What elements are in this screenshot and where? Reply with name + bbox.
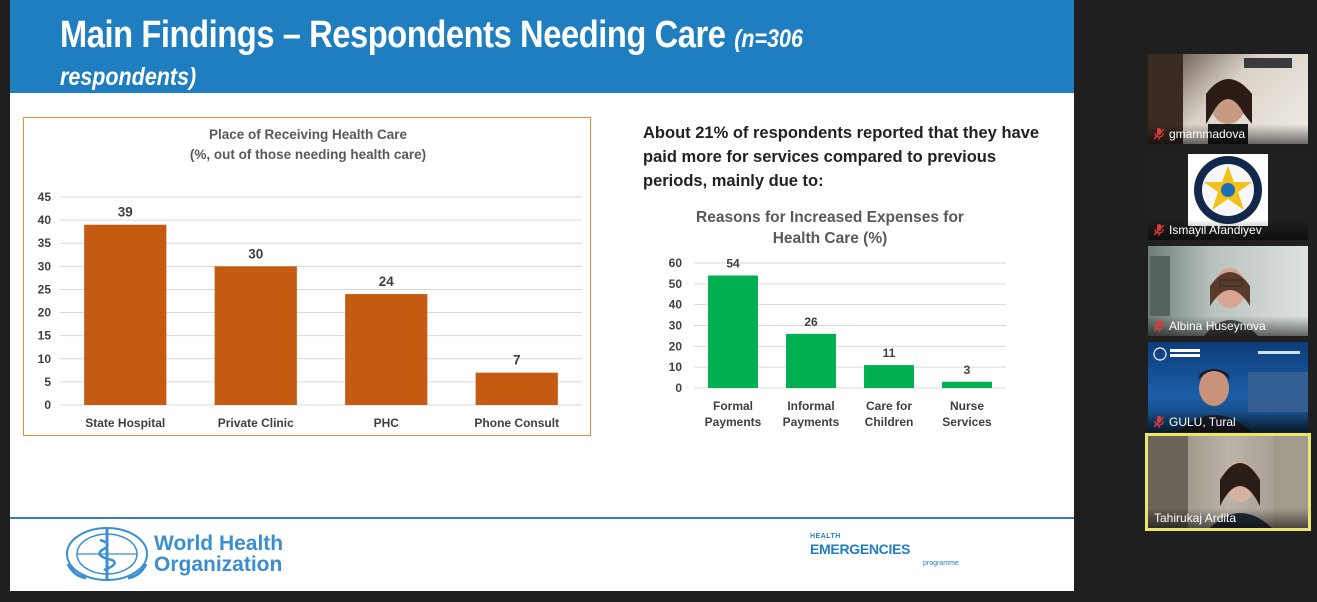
he-small-text: HEALTH	[810, 533, 841, 540]
participant-name: gmammadova	[1148, 124, 1308, 144]
slide-header: Main Findings – Respondents Needing Care…	[10, 0, 1074, 93]
participant-name: Albina Huseynova	[1148, 316, 1308, 336]
bar	[345, 294, 428, 405]
chart2-title-line2: Health Care (%)	[772, 230, 888, 247]
y-tick-label: 60	[669, 256, 683, 270]
x-tick-label: Payments	[783, 415, 840, 429]
footer-divider	[10, 517, 1074, 519]
participant-tile[interactable]: Ismayil Afandiyev	[1148, 150, 1308, 240]
bar	[214, 266, 297, 405]
y-tick-label: 40	[38, 213, 52, 227]
y-tick-label: 20	[38, 306, 52, 320]
he-programme-text: programme	[923, 560, 959, 567]
findings-note: About 21% of respondents reported that t…	[643, 124, 1040, 190]
participant-tile[interactable]: gmammadova	[1148, 54, 1308, 144]
who-emblem-icon	[66, 527, 148, 581]
chart-reasons-expenses: 0 10 20 30 40 50 60 54 Formal Payments 26 Informal P…	[669, 256, 1006, 429]
chart1-title-line1: Place of Receiving Health Care	[208, 127, 408, 142]
mic-muted-icon	[1154, 128, 1164, 140]
bar	[475, 372, 558, 405]
x-tick-label: Formal	[713, 399, 753, 413]
participant-tile[interactable]: GULU, Tural	[1148, 342, 1308, 432]
participant-tile[interactable]: Albina Huseynova	[1148, 246, 1308, 336]
x-tick-label: Care for	[866, 399, 912, 413]
data-label: 39	[118, 205, 133, 220]
y-tick-label: 0	[44, 398, 51, 412]
participant-name-text: gmammadova	[1169, 127, 1246, 141]
y-tick-label: 5	[44, 375, 51, 389]
y-tick-label: 45	[38, 190, 52, 204]
participant-name: Tahirukaj Ardita	[1148, 508, 1308, 528]
x-tick-label: Private Clinic	[218, 416, 294, 430]
bar	[864, 365, 914, 388]
mic-muted-icon	[1154, 224, 1164, 236]
data-label: 24	[379, 274, 395, 289]
mic-muted-icon	[1154, 416, 1164, 428]
x-tick-label: Phone Consult	[474, 416, 559, 430]
participant-name: Ismayil Afandiyev	[1148, 220, 1308, 240]
x-tick-label: State Hospital	[85, 416, 165, 430]
participant-avatar-image	[1188, 154, 1268, 226]
data-label: 7	[513, 353, 521, 368]
mic-muted-icon	[1154, 320, 1164, 332]
x-tick-label: Children	[865, 415, 914, 429]
participant-name-text: Albina Huseynova	[1169, 319, 1266, 333]
data-label: 11	[883, 346, 896, 360]
participant-name: GULU, Tural	[1148, 412, 1308, 432]
slide-title-sub: (n=306	[734, 25, 803, 53]
y-tick-label: 10	[669, 360, 683, 374]
slide-title: Main Findings – Respondents Needing Care…	[60, 12, 920, 100]
y-tick-label: 10	[38, 352, 52, 366]
slide-title-sub-cont: respondents)	[60, 63, 197, 91]
data-label: 54	[726, 257, 740, 271]
who-logo-text: World Health Organization	[154, 533, 283, 575]
bar	[84, 224, 167, 405]
data-label: 30	[248, 246, 263, 261]
presentation-slide: Main Findings – Respondents Needing Care…	[10, 0, 1074, 591]
participant-tile-active-speaker[interactable]: Tahirukaj Ardita	[1145, 433, 1311, 531]
y-tick-label: 0	[675, 381, 682, 395]
y-tick-label: 30	[38, 259, 52, 273]
bar	[786, 333, 836, 388]
data-label: 3	[964, 363, 971, 377]
chart1-plot: 0 5 10 15 20 25 30 35 40 45 39 State Hospital 30 Priv…	[38, 190, 582, 430]
x-tick-label: Informal	[787, 399, 834, 413]
bar	[942, 381, 992, 388]
y-tick-label: 25	[38, 282, 52, 296]
y-tick-label: 40	[669, 298, 683, 312]
chart-place-of-care: Place of Receiving Health Care (%, out o…	[23, 117, 591, 436]
x-tick-label: Services	[942, 415, 992, 429]
chart1-title-line2: (%, out of those needing health care)	[189, 147, 427, 162]
y-tick-label: 50	[669, 277, 683, 291]
y-tick-label: 35	[38, 236, 52, 250]
x-tick-label: PHC	[374, 416, 400, 430]
participant-name-text: GULU, Tural	[1169, 415, 1236, 429]
participant-name-text: Tahirukaj Ardita	[1154, 511, 1237, 525]
y-tick-label: 30	[669, 319, 683, 333]
data-label: 26	[804, 315, 818, 329]
y-tick-label: 15	[38, 329, 52, 343]
participant-name-text: Ismayil Afandiyev	[1169, 223, 1262, 237]
chart2-title: Reasons for Increased Expenses for Healt…	[670, 207, 990, 249]
chart1-title: Place of Receiving Health Care (%, out o…	[24, 125, 592, 165]
slide-title-main: Main Findings – Respondents Needing Care	[60, 14, 726, 56]
health-emergencies-logo: HEALTH EMERGENCIES programme	[810, 533, 959, 567]
x-tick-label: Payments	[705, 415, 762, 429]
x-tick-label: Nurse	[950, 399, 984, 413]
y-tick-label: 20	[669, 339, 683, 353]
bar	[708, 275, 758, 388]
who-line1: World Health	[154, 532, 284, 555]
he-big-text: EMERGENCIES	[810, 541, 911, 557]
chart2-title-line1: Reasons for Increased Expenses for	[696, 209, 964, 226]
who-line2: Organization	[154, 553, 283, 576]
